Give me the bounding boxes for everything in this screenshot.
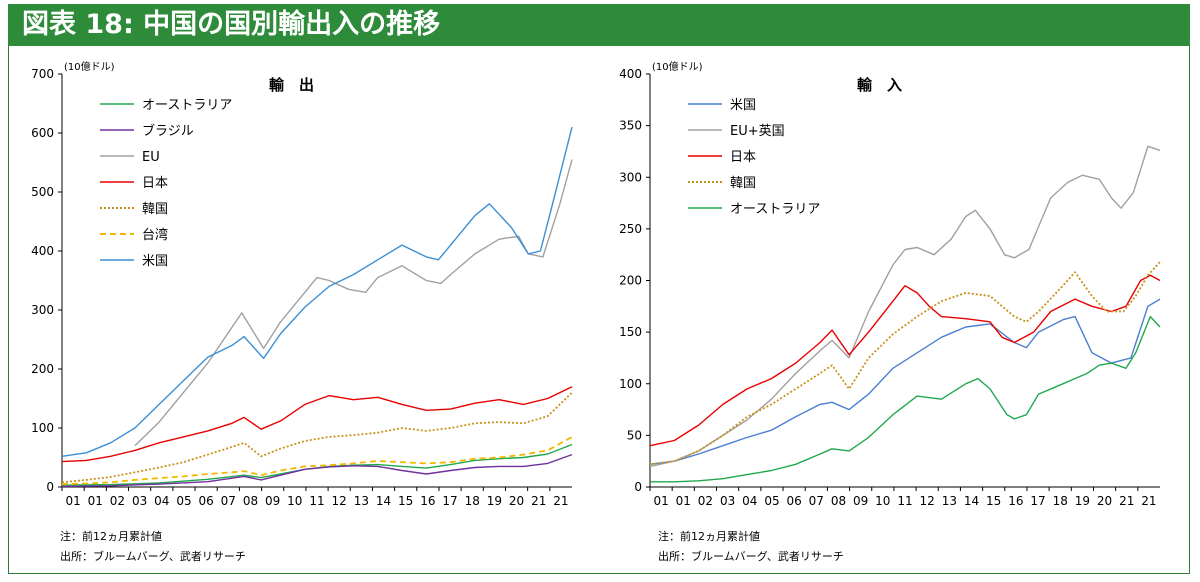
import-x-tick-label: 07 [809,494,824,508]
import-x-tick-label: 01 [676,494,691,508]
import-x-tick-label: 11 [897,494,912,508]
import-legend-label: EU+英国 [730,124,785,139]
import-x-tick-label: 14 [964,494,979,508]
import-legend-label: 日本 [730,150,756,165]
export-x-tick-label: 06 [198,494,213,508]
export-x-tick-label: 01 [88,494,103,508]
export-x-tick-label: 18 [465,494,480,508]
import-y-tick-label: 350 [619,119,642,133]
export-legend-label: 米国 [142,254,168,269]
import-x-tick-label: 20 [1097,494,1112,508]
import-x-tick-label: 13 [942,494,957,508]
export-series-line [61,453,573,488]
import-legend-label: 韓国 [730,176,756,191]
export-y-tick-label: 300 [31,303,54,317]
import-y-tick-label: 300 [619,170,642,184]
import-x-tick-label: 15 [986,494,1001,508]
import-y-tick-label: 50 [627,428,642,442]
export-x-tick-label: 21 [553,494,568,508]
import-x-tick-label: 09 [853,494,868,508]
export-x-tick-label: 02 [110,494,125,508]
import-x-tick-label: 18 [1053,494,1068,508]
export-x-tick-label: 14 [376,494,391,508]
import-y-tick-label: 250 [619,222,642,236]
export-series-line [61,436,573,485]
export-series-line [134,159,573,447]
export-y-tick-label: 400 [31,244,54,258]
import-legend-label: オーストラリア [730,202,820,217]
export-x-tick-label: 08 [243,494,258,508]
import-x-tick-label: 05 [764,494,779,508]
header-banner: 図表 18: 中国の国別輸出入の推移 [8,4,1190,46]
import-series-line [649,298,1161,465]
export-chart-title: 輸 出 [269,76,314,94]
export-x-tick-label: 09 [265,494,280,508]
export-y-tick-label: 500 [31,185,54,199]
import-y-tick-label: 0 [634,480,642,494]
left-footnote: 注：前12ヵ月累計値 [60,530,162,543]
export-x-tick-label: 17 [442,494,457,508]
left-source: 出所：ブルームバーグ、武者リサーチ [60,550,246,563]
export-legend-label: ブラジル [142,123,194,139]
import-chart-title: 輸 入 [857,76,902,94]
right-source: 出所：ブルームバーグ、武者リサーチ [658,550,844,563]
export-y-tick-label: 0 [46,480,54,494]
import-x-tick-label: 21 [1119,494,1134,508]
import-x-tick-label: 16 [1008,494,1023,508]
export-x-tick-label: 04 [154,494,169,508]
export-x-tick-label: 12 [332,494,347,508]
export-legend-label: 日本 [142,176,168,191]
export-legend-label: オーストラリア [142,98,232,113]
import-x-tick-label: 21 [1141,494,1156,508]
export-x-tick-label: 11 [309,494,324,508]
right-footnote: 注：前12ヵ月累計値 [658,530,760,543]
import-y-tick-label: 200 [619,274,642,288]
export-x-tick-label: 20 [509,494,524,508]
import-series-line [649,274,1161,447]
export-y-tick-label: 200 [31,362,54,376]
import-x-tick-label: 12 [920,494,935,508]
import-unit-label: (10億ドル) [652,60,703,73]
import-x-tick-label: 08 [831,494,846,508]
export-x-tick-label: 03 [132,494,147,508]
import-series-line [649,261,1161,466]
export-x-tick-label: 10 [287,494,302,508]
export-y-tick-label: 700 [31,67,54,81]
export-chart: 0 100 200 300 400 500 600 700 01 01 02 03 04 05 06 07 08… [31,60,573,508]
import-x-tick-label: 03 [720,494,735,508]
import-series-line [650,315,1161,483]
export-x-tick-label: 07 [221,494,236,508]
export-x-tick-label: 19 [487,494,502,508]
export-unit-label: (10億ドル) [64,60,115,73]
figure-title: 図表 18: 中国の国別輸出入の推移 [22,9,441,40]
import-chart: 0 50 100 150 200 250 300 350 400 01 01 02 03 04 05 06 07… [619,60,1161,508]
export-legend-label: 台湾 [142,227,168,243]
import-x-tick-label: 02 [698,494,713,508]
export-series-line [61,386,573,463]
import-x-tick-label: 06 [786,494,801,508]
export-y-tick-label: 100 [31,421,54,435]
export-series-line [61,443,573,486]
import-series-line [649,145,1161,468]
export-x-tick-label: 16 [420,494,435,508]
import-y-tick-label: 100 [619,377,642,391]
export-series-line [61,391,573,484]
export-y-tick-label: 600 [31,126,54,140]
export-legend-label: 韓国 [142,202,168,217]
import-x-tick-label: 10 [875,494,890,508]
export-series-line [61,126,573,457]
export-x-tick-label: 01 [65,494,80,508]
export-x-tick-label: 15 [398,494,413,508]
import-y-tick-label: 150 [619,325,642,339]
export-x-tick-label: 21 [531,494,546,508]
export-x-tick-label: 13 [354,494,369,508]
import-legend-label: 米国 [730,98,756,113]
import-x-tick-label: 17 [1030,494,1045,508]
import-y-tick-label: 400 [619,67,642,81]
import-x-tick-label: 01 [653,494,668,508]
import-x-tick-label: 19 [1075,494,1090,508]
export-legend-label: EU [142,150,160,165]
export-x-tick-label: 05 [176,494,191,508]
import-x-tick-label: 04 [742,494,757,508]
